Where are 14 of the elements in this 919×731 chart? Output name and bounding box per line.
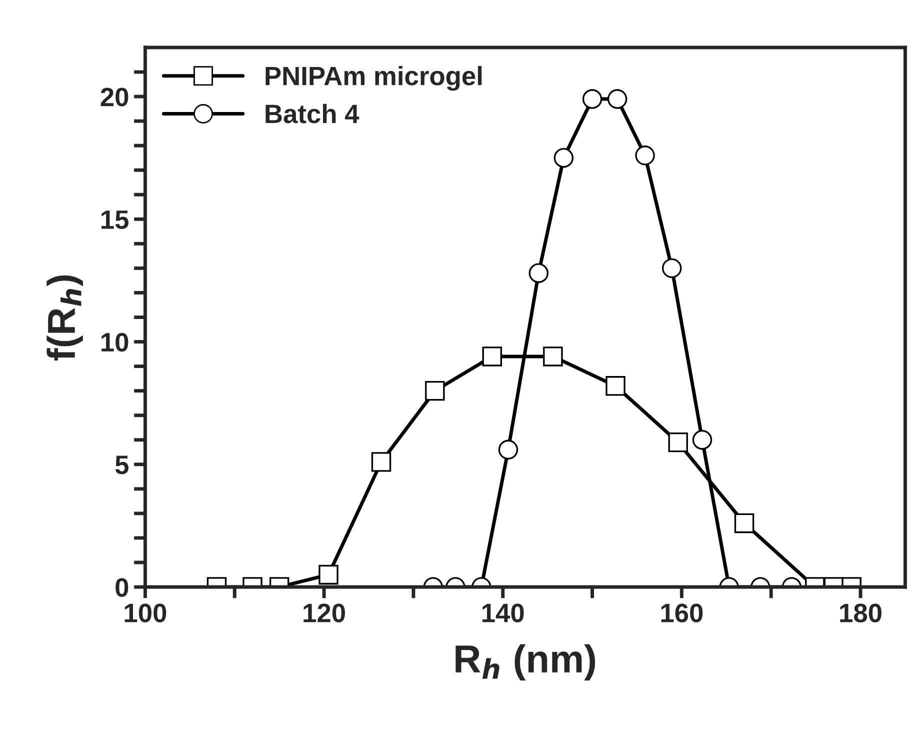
x-tick-label: 160 <box>661 604 703 622</box>
x-tick-label: 180 <box>840 604 882 622</box>
y-tick-label: 0 <box>116 578 128 597</box>
legend-label: Batch 4 <box>266 104 360 124</box>
y-tick-label: 10 <box>102 332 128 352</box>
y-axis-title: f(R$_{h}$) <box>46 275 83 361</box>
x-axis-title: R$_{h}$ (nm) <box>456 644 596 680</box>
y-tick-label: 20 <box>100 88 128 106</box>
x-tick-label: 100 <box>124 604 166 622</box>
x-tick-label: 120 <box>304 604 345 622</box>
y-tick-label: 5 <box>115 456 128 474</box>
legend-label: PNIPAm microgel <box>266 66 482 91</box>
x-tick-label: 140 <box>482 604 524 622</box>
y-tick-label: 15 <box>102 210 128 229</box>
